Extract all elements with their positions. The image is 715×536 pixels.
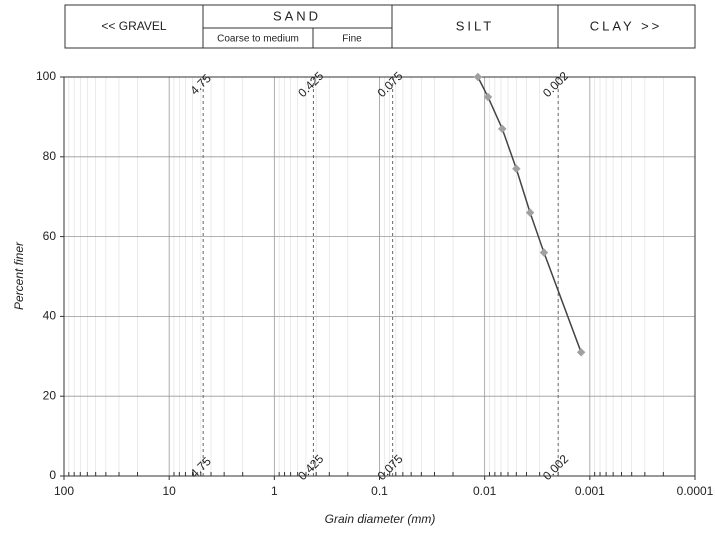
reference-label: 0.425 — [295, 452, 326, 483]
y-tick-label: 40 — [43, 309, 57, 323]
y-tick-label: 60 — [43, 229, 57, 243]
reference-label: 4.75 — [187, 454, 214, 481]
data-point — [512, 165, 520, 173]
data-point — [577, 348, 585, 356]
reference-label: 0.075 — [374, 69, 405, 100]
data-point — [526, 208, 534, 216]
reference-label: 0.425 — [295, 69, 326, 100]
zone-label: CLAY >> — [590, 18, 663, 33]
x-tick-label: 0.0001 — [677, 484, 714, 498]
data-point — [540, 248, 548, 256]
chart: << GRAVEL SAND Coarse to medium Fine SIL… — [0, 0, 715, 531]
zone-label: SILT — [456, 18, 495, 33]
y-axis-title: Percent finer — [12, 241, 26, 310]
y-tick-label: 100 — [36, 69, 56, 83]
y-tick-label: 20 — [43, 388, 57, 402]
reference-label: 0.002 — [540, 452, 571, 483]
zone-sublabel: Coarse to medium — [217, 34, 299, 45]
zone-label: << GRAVEL — [101, 19, 166, 33]
y-tick-label: 80 — [43, 149, 57, 163]
x-tick-label: 10 — [162, 484, 176, 498]
data-point — [498, 125, 506, 133]
reference-label: 4.75 — [187, 71, 214, 98]
zone-label: SAND — [273, 8, 321, 23]
data-point — [474, 73, 482, 81]
x-tick-label: 100 — [54, 484, 74, 498]
y-tick-label: 0 — [49, 468, 56, 482]
reference-label: 0.002 — [540, 69, 571, 100]
x-tick-label: 1 — [271, 484, 278, 498]
x-axis-title: Grain diameter (mm) — [325, 512, 436, 526]
x-tick-label: 0.001 — [575, 484, 605, 498]
x-tick-label: 0.01 — [473, 484, 497, 498]
zone-sublabel: Fine — [342, 34, 362, 45]
x-tick-label: 0.1 — [371, 484, 388, 498]
